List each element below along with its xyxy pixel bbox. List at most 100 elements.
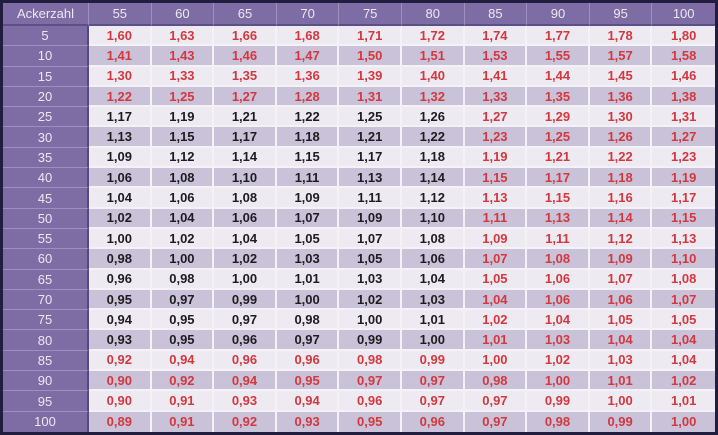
- table-cell-100-80: 0,96: [401, 411, 465, 432]
- table-cell-5-80: 1,72: [401, 26, 465, 47]
- table-cell-95-85: 0,97: [464, 391, 528, 412]
- table-cell-35-100: 1,23: [652, 147, 715, 169]
- table-cell-65-95: 1,07: [589, 269, 653, 290]
- row-header-70: 70: [3, 289, 89, 311]
- table-cell-75-95: 1,05: [589, 310, 653, 331]
- table-cell-100-55: 0,89: [89, 411, 152, 432]
- table-cell-85-70: 0,96: [276, 350, 340, 372]
- column-header-90: 90: [527, 3, 590, 26]
- table-cell-60-75: 1,05: [339, 249, 402, 270]
- table-cell-90-65: 0,94: [214, 371, 277, 392]
- table-cell-70-75: 1,02: [339, 289, 402, 311]
- table-cell-55-80: 1,08: [401, 228, 465, 250]
- table-cell-90-95: 1,01: [589, 371, 653, 392]
- table-cell-30-95: 1,26: [589, 127, 653, 148]
- row-header-60: 60: [3, 249, 89, 270]
- table-cell-80-60: 0,95: [151, 330, 215, 351]
- table-cell-50-80: 1,10: [401, 208, 465, 229]
- table-cell-40-70: 1,11: [276, 168, 340, 189]
- table-cell-75-55: 0,94: [89, 310, 152, 331]
- table-cell-80-55: 0,93: [89, 330, 152, 351]
- table-cell-80-70: 0,97: [276, 330, 340, 351]
- table-cell-5-70: 1,68: [276, 26, 340, 47]
- table-cell-60-65: 1,02: [214, 249, 277, 270]
- table-cell-10-90: 1,55: [527, 46, 590, 67]
- table-cell-100-85: 0,97: [464, 411, 528, 432]
- row-header-75: 75: [3, 310, 89, 331]
- table-cell-60-60: 1,00: [151, 249, 215, 270]
- table-cell-40-65: 1,10: [214, 168, 277, 189]
- table-cell-55-75: 1,07: [339, 228, 402, 250]
- table-cell-35-85: 1,19: [464, 147, 528, 169]
- row-header-50: 50: [3, 208, 89, 229]
- column-header-55: 55: [89, 3, 152, 26]
- table-cell-65-85: 1,05: [464, 269, 528, 290]
- table-cell-75-85: 1,02: [464, 310, 528, 331]
- table-cell-40-85: 1,15: [464, 168, 528, 189]
- table-cell-60-100: 1,10: [652, 249, 715, 270]
- table-cell-20-55: 1,22: [89, 86, 152, 108]
- row-header-85: 85: [3, 350, 89, 372]
- table-cell-10-75: 1,50: [339, 46, 402, 67]
- table-cell-70-95: 1,06: [589, 289, 653, 311]
- table-cell-35-80: 1,18: [401, 147, 465, 169]
- table-cell-5-85: 1,74: [464, 26, 528, 47]
- table-cell-35-60: 1,12: [151, 147, 215, 169]
- table-cell-55-55: 1,00: [89, 228, 152, 250]
- row-header-5: 5: [3, 26, 89, 47]
- table-cell-25-70: 1,22: [276, 107, 340, 128]
- table-cell-45-60: 1,06: [151, 188, 215, 209]
- table-cell-75-60: 0,95: [151, 310, 215, 331]
- table-cell-95-75: 0,96: [339, 391, 402, 412]
- table-cell-85-95: 1,03: [589, 350, 653, 372]
- table-cell-30-90: 1,25: [527, 127, 590, 148]
- table-cell-75-100: 1,05: [652, 310, 715, 331]
- column-header-60: 60: [151, 3, 215, 26]
- table-cell-25-80: 1,26: [401, 107, 465, 128]
- table-cell-5-75: 1,71: [339, 26, 402, 47]
- table-cell-55-70: 1,05: [276, 228, 340, 250]
- table-cell-35-75: 1,17: [339, 147, 402, 169]
- table-cell-85-60: 0,94: [151, 350, 215, 372]
- table-cell-35-65: 1,14: [214, 147, 277, 169]
- table-cell-100-90: 0,98: [527, 411, 590, 432]
- table-cell-80-95: 1,04: [589, 330, 653, 351]
- table-cell-70-60: 0,97: [151, 289, 215, 311]
- table-cell-75-80: 1,01: [401, 310, 465, 331]
- table-cell-10-100: 1,58: [652, 46, 715, 67]
- table-cell-100-60: 0,91: [151, 411, 215, 432]
- table-cell-90-70: 0,95: [276, 371, 340, 392]
- table-cell-95-100: 1,01: [652, 391, 715, 412]
- table-cell-75-75: 1,00: [339, 310, 402, 331]
- table-cell-40-95: 1,18: [589, 168, 653, 189]
- table-cell-40-100: 1,19: [652, 168, 715, 189]
- table-cell-10-65: 1,46: [214, 46, 277, 67]
- table-cell-5-65: 1,66: [214, 26, 277, 47]
- table-cell-20-95: 1,36: [589, 86, 653, 108]
- table-cell-15-90: 1,44: [527, 66, 590, 87]
- row-header-65: 65: [3, 269, 89, 290]
- table-cell-70-65: 0,99: [214, 289, 277, 311]
- table-cell-20-60: 1,25: [151, 86, 215, 108]
- table-cell-50-100: 1,15: [652, 208, 715, 229]
- table-cell-85-65: 0,96: [214, 350, 277, 372]
- table-cell-25-90: 1,29: [527, 107, 590, 128]
- table-cell-30-100: 1,27: [652, 127, 715, 148]
- table-cell-70-100: 1,07: [652, 289, 715, 311]
- table-cell-85-75: 0,98: [339, 350, 402, 372]
- table-cell-90-80: 0,97: [401, 371, 465, 392]
- table-cell-65-70: 1,01: [276, 269, 340, 290]
- table-cell-25-60: 1,19: [151, 107, 215, 128]
- table-cell-20-85: 1,33: [464, 86, 528, 108]
- table-cell-25-65: 1,21: [214, 107, 277, 128]
- table-cell-55-100: 1,13: [652, 228, 715, 250]
- table-cell-95-60: 0,91: [151, 391, 215, 412]
- table-cell-35-90: 1,21: [527, 147, 590, 169]
- table-cell-40-60: 1,08: [151, 168, 215, 189]
- table-cell-30-60: 1,15: [151, 127, 215, 148]
- table-cell-55-65: 1,04: [214, 228, 277, 250]
- table-cell-5-100: 1,80: [652, 26, 715, 47]
- table-cell-15-85: 1,41: [464, 66, 528, 87]
- table-cell-10-80: 1,51: [401, 46, 465, 67]
